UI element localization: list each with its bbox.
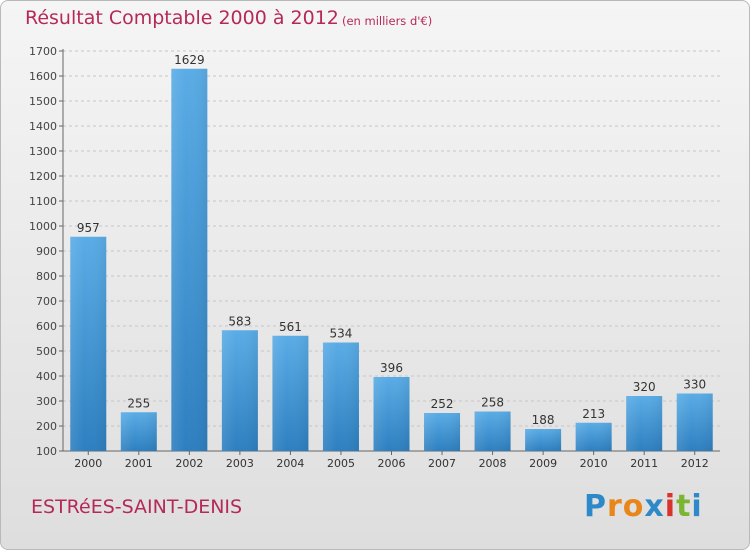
data-label-2005: 534	[330, 327, 353, 341]
y-tick-labels: 100 200 300 400 500 600 700 800 900 1000 1100 1200 1…	[29, 45, 57, 458]
bar-shine-2004	[272, 335, 309, 451]
bar-shine-2005	[322, 342, 359, 451]
data-label-2010: 213	[582, 407, 605, 421]
bar-shine-2000	[70, 236, 107, 451]
data-label-2008: 258	[481, 396, 504, 410]
x-tick-label-2000: 2000	[74, 457, 102, 470]
bars	[70, 68, 713, 451]
bar-shine-2011	[626, 396, 663, 451]
x-tick-label-2009: 2009	[529, 457, 557, 470]
data-label-2003: 583	[228, 314, 251, 328]
x-tick-label-2001: 2001	[125, 457, 153, 470]
x-tick-label-2004: 2004	[276, 457, 304, 470]
logo-letter: x	[644, 489, 665, 524]
bar-shine-2003	[221, 330, 258, 451]
y-tick-label: 800	[36, 270, 57, 283]
x-tick-labels: 2000 2001 2002 2003 2004 2005 2006 2007 2008 2009…	[74, 451, 709, 470]
y-tick-label: 1500	[29, 95, 57, 108]
x-tick-label-2005: 2005	[327, 457, 355, 470]
bar-shine-2012	[676, 393, 713, 451]
y-tick-label: 1000	[29, 220, 57, 233]
x-tick-label-2007: 2007	[428, 457, 456, 470]
y-tick-label: 300	[36, 395, 57, 408]
bar-shine-2006	[373, 377, 410, 451]
bar-shine-2008	[474, 411, 511, 451]
data-label-2007: 252	[431, 397, 454, 411]
y-tick-label: 400	[36, 370, 57, 383]
data-labels: 957 255 1629 583 561 534 396 252 258 188 213 320 330	[77, 53, 706, 427]
x-tick-label-2003: 2003	[226, 457, 254, 470]
logo-letter: t	[676, 489, 692, 524]
y-tick-label: 900	[36, 245, 57, 258]
x-tick-label-2012: 2012	[681, 457, 709, 470]
y-tick-label: 1200	[29, 170, 57, 183]
y-tick-label: 1600	[29, 70, 57, 83]
y-tick-label: 500	[36, 345, 57, 358]
proxiti-logo: Proxiti	[584, 489, 703, 524]
data-label-2004: 561	[279, 320, 302, 334]
logo-letter: i	[691, 489, 703, 524]
x-tick-label-2002: 2002	[175, 457, 203, 470]
x-tick-label-2011: 2011	[630, 457, 658, 470]
data-label-2006: 396	[380, 361, 403, 375]
data-label-2000: 957	[77, 221, 100, 235]
x-tick-label-2010: 2010	[580, 457, 608, 470]
data-label-2009: 188	[532, 413, 555, 427]
y-tick-label: 1100	[29, 195, 57, 208]
data-label-2011: 320	[633, 380, 656, 394]
location-label: ESTRéES-SAINT-DENIS	[31, 496, 243, 518]
y-tick-label: 200	[36, 420, 57, 433]
x-tick-label-2006: 2006	[378, 457, 406, 470]
y-tick-label: 700	[36, 295, 57, 308]
chart-title: Résultat Comptable 2000 à 2012	[25, 7, 339, 29]
y-tick-label: 1300	[29, 145, 57, 158]
data-label-2012: 330	[683, 378, 706, 392]
data-label-2002: 1629	[174, 53, 205, 67]
bar-shine-2001	[120, 412, 157, 451]
logo-letter: o	[622, 489, 645, 524]
y-tick-label: 1400	[29, 120, 57, 133]
bar-shine-2009	[525, 429, 562, 451]
bar-shine-2010	[575, 422, 612, 451]
y-tick-label: 600	[36, 320, 57, 333]
y-tick-label: 1700	[29, 45, 57, 58]
chart-subtitle: (en milliers d'€)	[342, 14, 433, 28]
logo-letter: i	[664, 489, 677, 524]
bar-shine-2002	[171, 68, 208, 451]
x-tick-label-2008: 2008	[479, 457, 507, 470]
bar-shine-2007	[424, 413, 461, 451]
y-tick-label: 100	[36, 445, 57, 458]
data-label-2001: 255	[127, 396, 150, 410]
logo-letter: P	[584, 489, 607, 524]
logo-letter: r	[607, 489, 623, 524]
